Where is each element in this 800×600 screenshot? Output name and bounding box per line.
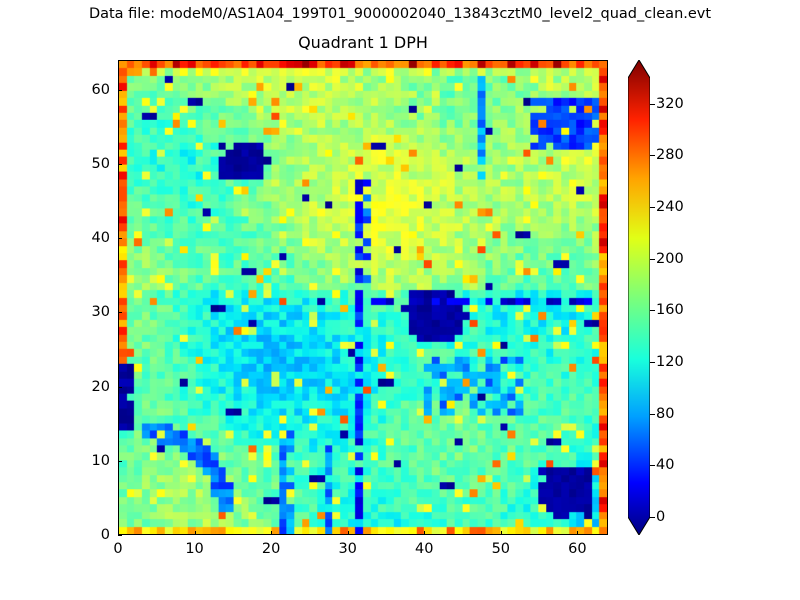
- colorbar-tick-mark: [650, 517, 655, 518]
- colorbar-tick-label: 240: [656, 199, 684, 216]
- detector-heatmap-image: [119, 61, 607, 534]
- colorbar-tick-mark: [650, 258, 655, 260]
- colorbar-tick-label: 0: [656, 509, 666, 525]
- colorbar-tick-mark: [650, 103, 655, 105]
- colorbar-tick-label: 320: [656, 95, 684, 112]
- plot-title: Quadrant 1 DPH: [298, 33, 428, 52]
- colorbar-tick-label: 120: [656, 354, 684, 371]
- y-tick-label: 10: [91, 452, 110, 469]
- y-tick-label: 20: [91, 378, 110, 395]
- colorbar-tick-label: 40: [656, 457, 675, 474]
- y-tick-mark: [118, 89, 122, 91]
- colorbar-tick-label: 80: [656, 405, 675, 422]
- x-tick-label: 60: [568, 541, 587, 557]
- colorbar-gradient: [628, 60, 650, 535]
- y-tick-label: 40: [91, 230, 110, 247]
- x-tick-mark: [500, 531, 502, 535]
- x-tick-label: 50: [491, 541, 511, 557]
- colorbar-tick-mark: [650, 362, 655, 364]
- colorbar-tick-mark: [650, 413, 655, 415]
- y-tick-label: 0: [100, 527, 110, 543]
- colorbar-tick-label: 200: [656, 250, 684, 267]
- y-tick-mark: [118, 535, 122, 536]
- x-tick-mark: [347, 531, 349, 535]
- x-tick-mark: [118, 531, 119, 535]
- y-tick-mark: [118, 460, 122, 462]
- y-tick-label: 50: [91, 155, 110, 172]
- y-tick-label: 60: [91, 81, 110, 98]
- colorbar-tick-mark: [650, 465, 655, 467]
- colorbar-tick-mark: [650, 207, 655, 209]
- y-tick-mark: [118, 238, 122, 240]
- data-file-label: Data file: modeM0/AS1A04_199T01_90000020…: [88, 6, 712, 22]
- y-tick-mark: [118, 163, 122, 165]
- colorbar-tick-label: 160: [656, 302, 684, 319]
- colorbar-tick-mark: [650, 310, 655, 312]
- x-tick-mark: [271, 531, 273, 535]
- colorbar-tick-label: 280: [656, 147, 684, 164]
- heatmap-axes: [118, 60, 608, 535]
- x-tick-label: 10: [185, 541, 204, 557]
- x-tick-label: 30: [338, 541, 357, 557]
- colorbar-tick-mark: [650, 155, 655, 157]
- x-tick-label: 40: [415, 541, 434, 557]
- y-tick-mark: [118, 386, 122, 388]
- y-tick-mark: [118, 312, 122, 314]
- x-tick-label: 20: [261, 541, 281, 557]
- x-tick-mark: [424, 531, 426, 535]
- x-tick-mark: [194, 531, 196, 535]
- y-tick-label: 30: [91, 304, 110, 321]
- colorbar: [628, 60, 650, 535]
- x-tick-mark: [577, 531, 579, 535]
- x-tick-label: 0: [113, 541, 123, 557]
